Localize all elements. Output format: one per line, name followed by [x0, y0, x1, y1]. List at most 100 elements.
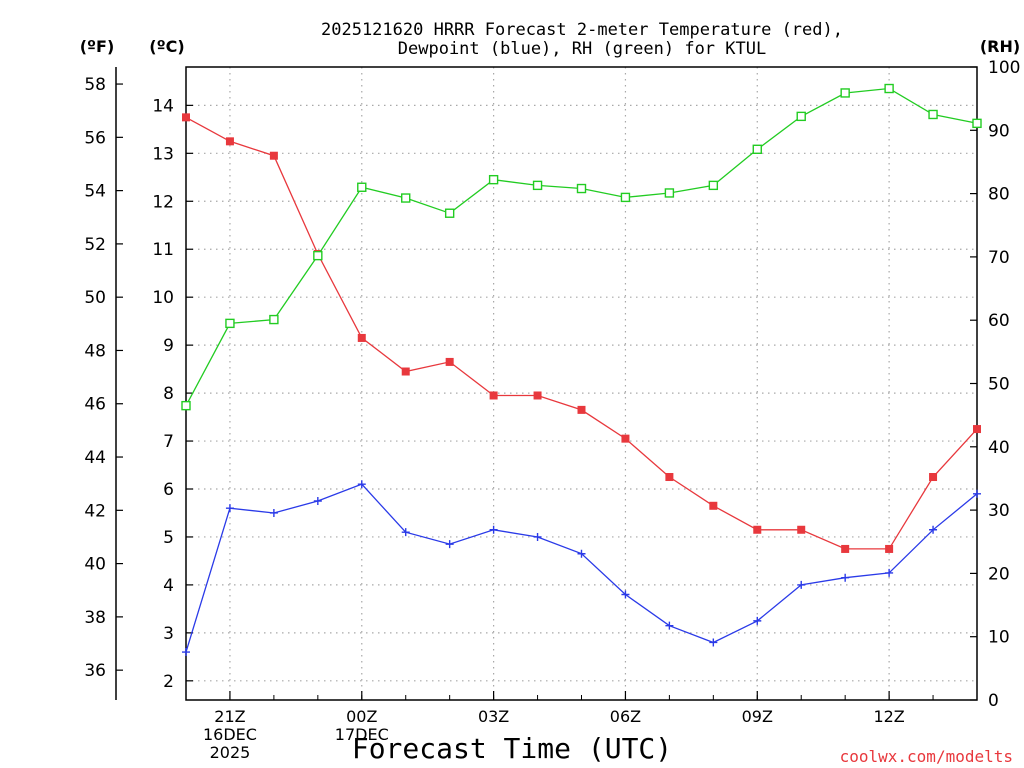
series-2-meter-temperature	[182, 113, 981, 553]
data-point	[664, 188, 675, 198]
rh-tick-label: 80	[988, 185, 1010, 205]
data-point	[973, 425, 981, 434]
celsius-tick-label: 11	[152, 240, 174, 260]
data-point	[489, 525, 498, 534]
x-tick-label: 09Z	[742, 707, 773, 726]
data-point	[489, 391, 498, 400]
data-point	[753, 616, 762, 625]
data-point	[225, 504, 234, 513]
fahrenheit-tick-label: 52	[84, 235, 106, 255]
rh-tick-label: 30	[988, 501, 1010, 521]
data-point	[621, 590, 630, 599]
x-tick-label: 12Z	[873, 707, 904, 726]
fahrenheit-tick-label: 44	[84, 448, 106, 468]
data-point	[841, 573, 850, 582]
rh-tick-label: 50	[988, 375, 1010, 395]
data-point	[225, 318, 235, 329]
data-point	[445, 540, 454, 549]
data-point	[533, 532, 542, 541]
data-series	[181, 83, 982, 657]
data-point	[709, 638, 718, 647]
data-point	[753, 525, 762, 534]
data-point	[973, 489, 981, 498]
data-point	[929, 473, 938, 482]
data-point	[488, 174, 499, 185]
data-point	[708, 180, 719, 191]
grid-lines	[186, 67, 977, 700]
rh-tick-label: 90	[988, 121, 1010, 141]
x-tick-label: 00Z	[346, 707, 377, 726]
data-point	[313, 250, 323, 261]
data-point	[665, 621, 674, 630]
fahrenheit-tick-label: 40	[84, 555, 106, 575]
rh-tick-label: 20	[988, 564, 1010, 584]
data-point	[357, 333, 366, 342]
x-tick-label: 06Z	[610, 707, 641, 726]
rh-tick-label: 100	[988, 58, 1020, 78]
fahrenheit-tick-label: 46	[84, 395, 106, 415]
rh-tick-label: 60	[988, 311, 1010, 331]
rh-tick-label: 40	[988, 438, 1010, 458]
series-line	[185, 483, 978, 653]
rh-unit-label: (RH)	[980, 37, 1020, 56]
data-point	[357, 480, 366, 489]
rh-tick-label: 10	[988, 628, 1010, 648]
x-tick-label: 17DEC	[335, 725, 389, 744]
celsius-tick-label: 6	[163, 480, 174, 500]
rh-tick-label: 0	[988, 691, 999, 711]
x-tick-label: 2025	[210, 743, 251, 762]
data-point	[576, 183, 587, 194]
data-point	[313, 496, 322, 505]
rh-tick-label: 70	[988, 248, 1010, 268]
series-relative-humidity	[181, 83, 982, 411]
series-line	[185, 87, 978, 407]
data-point	[357, 182, 367, 192]
data-point	[621, 434, 630, 443]
series-dewpoint	[182, 480, 981, 657]
plot-frame	[185, 66, 978, 701]
fahrenheit-unit-label: (ºF)	[80, 37, 115, 56]
data-point	[401, 367, 410, 376]
data-point	[401, 193, 411, 203]
fahrenheit-tick-label: 42	[84, 501, 106, 521]
data-point	[665, 473, 674, 482]
data-point	[445, 357, 454, 366]
data-point	[840, 88, 850, 98]
data-point	[928, 109, 938, 120]
data-point	[577, 405, 586, 414]
fahrenheit-tick-label: 48	[84, 341, 106, 361]
data-point	[269, 314, 279, 325]
celsius-tick-label: 3	[163, 624, 174, 644]
x-tick-label: 21Z	[214, 707, 245, 726]
x-tick-label: 03Z	[478, 707, 509, 726]
data-point	[752, 144, 762, 154]
data-point	[577, 549, 586, 558]
celsius-tick-label: 2	[163, 672, 174, 692]
data-point	[620, 192, 631, 203]
x-axis-label: Forecast Time (UTC)	[352, 732, 672, 765]
fahrenheit-tick-label: 56	[84, 128, 106, 148]
celsius-tick-label: 9	[163, 336, 174, 356]
x-tick-label: 16DEC	[203, 725, 257, 744]
data-point	[841, 544, 850, 553]
data-point	[182, 648, 190, 657]
celsius-tick-label: 10	[152, 288, 174, 308]
celsius-tick-label: 12	[152, 192, 174, 212]
celsius-tick-label: 7	[163, 432, 174, 452]
celsius-tick-label: 8	[163, 384, 174, 404]
data-point	[972, 118, 982, 129]
series-line	[185, 116, 978, 550]
data-point	[532, 180, 543, 191]
celsius-tick-label: 5	[163, 528, 174, 548]
celsius-tick-label: 4	[163, 576, 174, 596]
data-point	[225, 137, 234, 146]
data-point	[444, 208, 455, 218]
celsius-tick-label: 13	[152, 144, 174, 164]
data-point	[796, 111, 806, 122]
axes: 3638404244464850525456582345678910111213…	[84, 58, 1020, 762]
chart-title-line2: Dewpoint (blue), RH (green) for KTUL	[398, 39, 766, 59]
fahrenheit-tick-label: 38	[84, 608, 106, 628]
data-point	[797, 525, 806, 534]
celsius-unit-label: (ºC)	[149, 37, 184, 56]
